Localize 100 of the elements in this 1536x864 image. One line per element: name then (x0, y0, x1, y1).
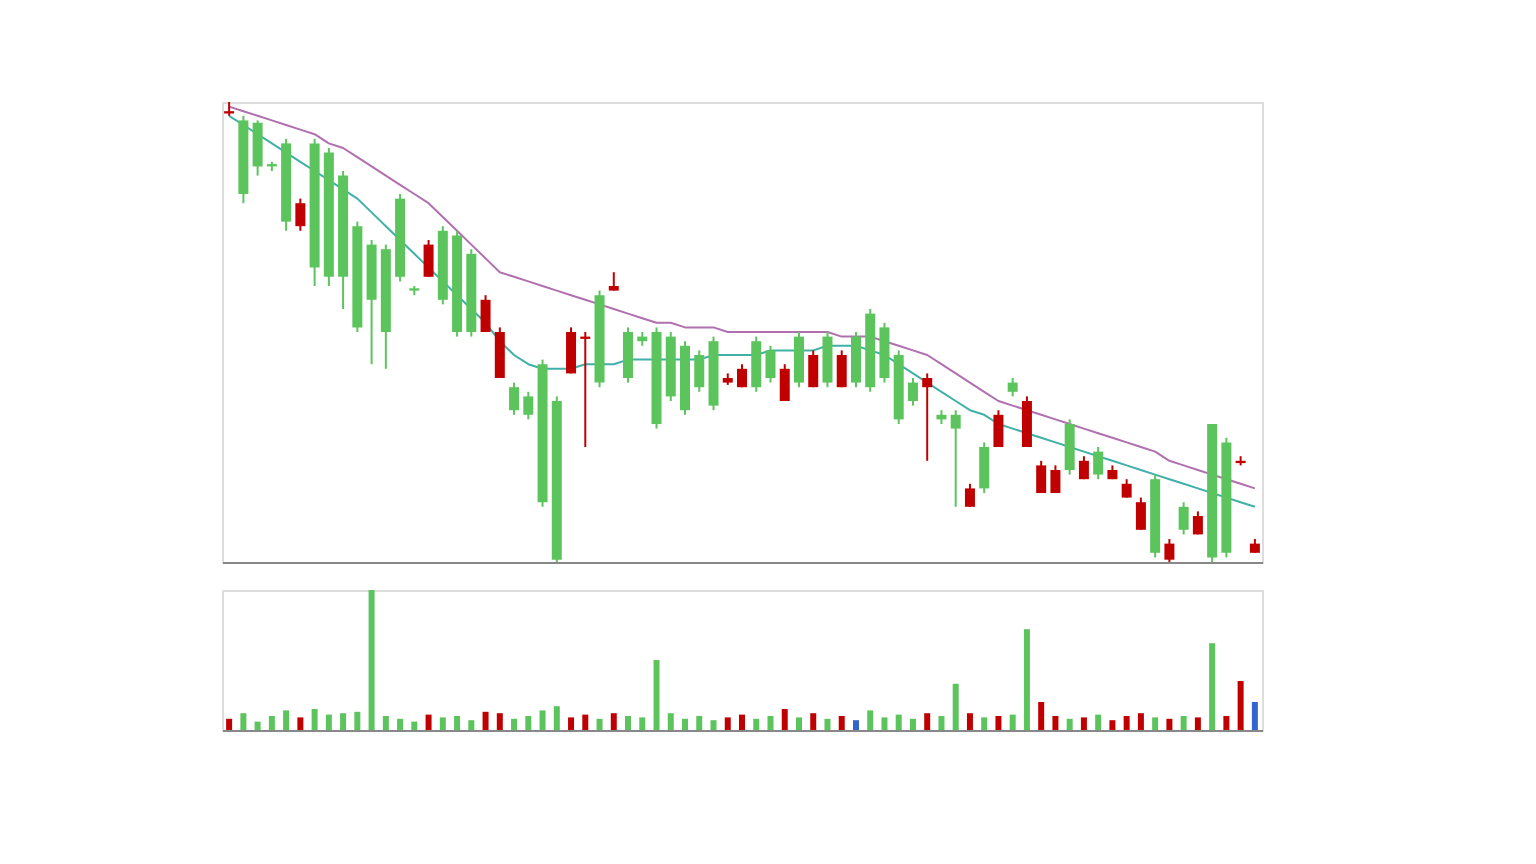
bar (1080, 717, 1087, 730)
bar (938, 716, 945, 730)
bar (340, 713, 347, 730)
bar (952, 683, 959, 730)
bar (1194, 717, 1201, 730)
candlestick (907, 377, 918, 407)
bar (909, 718, 916, 730)
bar (1009, 714, 1016, 730)
bar (439, 717, 446, 730)
bar (667, 713, 674, 730)
bar (895, 714, 902, 730)
candlestick (1093, 446, 1104, 481)
bar (297, 717, 304, 730)
candlestick (423, 239, 434, 278)
bar (1152, 717, 1159, 730)
candlestick (850, 331, 861, 389)
bar (824, 718, 831, 730)
candlestick (494, 326, 505, 379)
candlestick (751, 335, 762, 393)
candlestick (922, 372, 933, 462)
bar (1123, 716, 1130, 730)
candlestick (1064, 418, 1075, 476)
bar (781, 709, 788, 730)
bar (653, 660, 660, 730)
candlestick (523, 390, 534, 421)
bar (810, 713, 817, 730)
bar (1038, 702, 1045, 730)
candlestick (509, 381, 520, 416)
bar (226, 718, 233, 730)
candlestick (979, 441, 990, 494)
candlestick (1036, 459, 1047, 494)
bar (1166, 718, 1173, 730)
bar (753, 718, 760, 730)
bar (568, 717, 575, 730)
bar (496, 713, 503, 730)
bar (268, 716, 275, 730)
candlestick (295, 197, 306, 232)
bar (596, 718, 603, 730)
bar (311, 709, 318, 730)
bar (354, 711, 361, 730)
candlestick (793, 331, 804, 389)
candlestick (1135, 496, 1146, 531)
candlestick (566, 326, 577, 375)
bar (240, 713, 247, 730)
candlestick (765, 344, 776, 384)
bar (724, 717, 731, 730)
bar (1023, 629, 1030, 730)
bar (325, 714, 332, 730)
candlestick (1164, 538, 1175, 563)
bar (1095, 714, 1102, 730)
bar (639, 717, 646, 730)
bar (966, 713, 973, 730)
bar (582, 714, 589, 730)
bar (1137, 713, 1144, 730)
candlestick (1021, 395, 1032, 448)
candlestick (779, 363, 790, 402)
bar (1251, 702, 1258, 730)
bar (696, 716, 703, 730)
bar (1223, 716, 1230, 730)
bar (981, 717, 988, 730)
candlestick (608, 271, 619, 292)
candlestick (822, 331, 833, 389)
candlestick (950, 409, 961, 508)
candlestick (1050, 464, 1061, 494)
candlestick (694, 349, 705, 393)
bar (525, 716, 532, 730)
bar (1180, 716, 1187, 730)
bar (867, 710, 874, 730)
bar (468, 720, 475, 730)
bar (283, 710, 290, 730)
bar (397, 718, 404, 730)
bar (382, 716, 389, 730)
bar (710, 720, 717, 730)
bar (924, 713, 931, 730)
bar (254, 721, 261, 730)
bar (1109, 720, 1116, 730)
bar (625, 716, 632, 730)
candlestick (1121, 478, 1132, 499)
bar (795, 717, 802, 730)
candlestick (993, 409, 1004, 448)
bar (995, 716, 1002, 730)
candlestick (1007, 377, 1018, 398)
bar (739, 714, 745, 730)
candlestick (252, 119, 263, 177)
bar (411, 721, 418, 730)
bar (1052, 716, 1059, 730)
candlestick (1178, 501, 1189, 536)
bar (881, 717, 888, 730)
bar (511, 718, 518, 730)
bar (454, 716, 461, 730)
candlestick (623, 326, 634, 384)
bar (425, 714, 432, 730)
candlestick (964, 482, 975, 508)
bar (767, 716, 774, 730)
bar (553, 706, 560, 730)
bar (1237, 681, 1244, 730)
bar (1066, 718, 1073, 730)
candlestick (836, 349, 847, 389)
bar (610, 713, 617, 730)
bar (838, 716, 845, 730)
